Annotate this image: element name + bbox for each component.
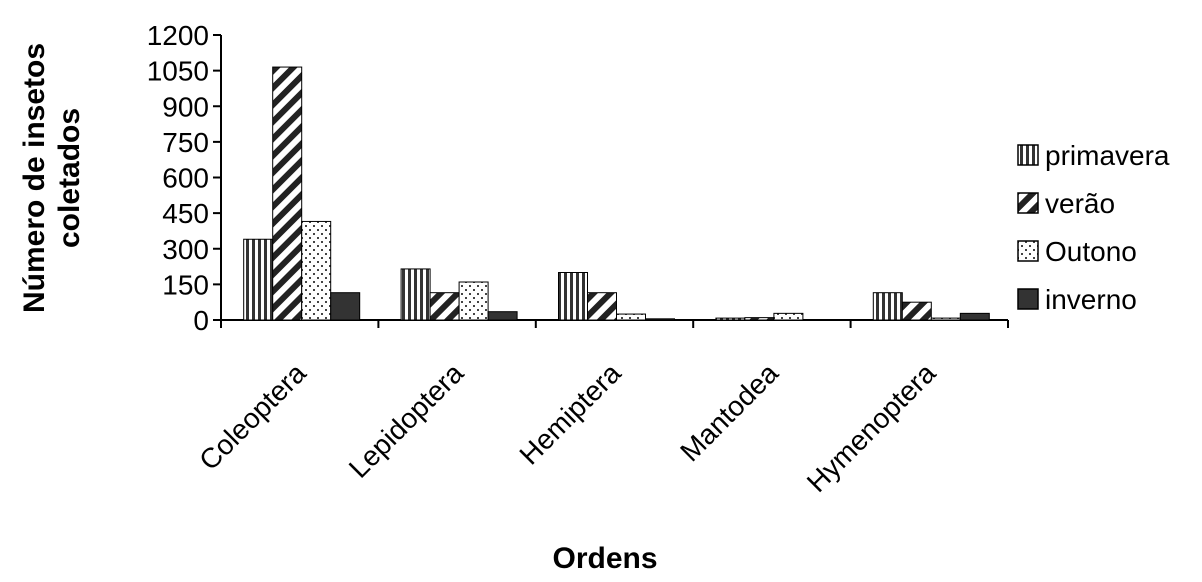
- bar-lepidoptera-0: [400, 268, 431, 321]
- bar-hemiptera-2: [616, 313, 646, 321]
- bar-coleoptera-0: [243, 238, 274, 321]
- y-tick-label: 0: [193, 305, 209, 336]
- bar-hemiptera-3: [645, 318, 675, 321]
- y-axis: 0 150 300 450 600 750 900 1050 1200: [147, 20, 222, 336]
- bars: [243, 66, 990, 321]
- y-axis-title: Número de insetos coletados: [18, 43, 86, 313]
- bar-lepidoptera-2: [458, 281, 489, 321]
- category-label: Lepidoptera: [343, 357, 470, 484]
- bar-hemiptera-0: [558, 272, 588, 321]
- y-axis-title-line: Número de insetos: [18, 43, 51, 313]
- bar-coleoptera-1: [272, 66, 303, 321]
- legend-label: primavera: [1045, 140, 1170, 171]
- legend: primavera verão Outono inverno: [1017, 140, 1170, 315]
- legend-swatch: [1017, 144, 1039, 166]
- x-axis: [220, 319, 1009, 328]
- legend-swatch: [1017, 288, 1039, 310]
- x-axis-title: Ordens: [552, 542, 657, 575]
- category-label: Hymenoptera: [801, 357, 942, 498]
- category-label: Mantodea: [674, 357, 784, 467]
- category-label: Coleoptera: [193, 357, 312, 476]
- bar-mantodea-2: [773, 312, 804, 321]
- bar-hymenoptera-1: [901, 301, 932, 321]
- y-tick-label: 1200: [147, 20, 209, 51]
- bar-hymenoptera-3: [959, 312, 990, 321]
- bar-mantodea-1: [744, 317, 775, 321]
- legend-swatch: [1017, 240, 1039, 262]
- legend-label: Outono: [1045, 236, 1137, 267]
- bar-lepidoptera-3: [487, 311, 518, 321]
- y-tick-label: 150: [162, 269, 209, 300]
- y-tick-label: 600: [162, 163, 209, 194]
- y-tick-label: 1050: [147, 56, 209, 87]
- legend-swatch: [1017, 192, 1039, 214]
- category-label: Hemiptera: [513, 357, 627, 471]
- bar-hymenoptera-0: [872, 292, 903, 321]
- legend-label: inverno: [1045, 284, 1137, 315]
- y-tick-label: 300: [162, 234, 209, 265]
- bar-coleoptera-2: [301, 220, 332, 321]
- legend-label: verão: [1045, 188, 1115, 219]
- category-labels: Coleoptera Lepidoptera Hemiptera Mantodea Hy…: [193, 357, 942, 498]
- bar-coleoptera-3: [330, 292, 361, 321]
- bar-hemiptera-1: [587, 292, 617, 321]
- bar-hymenoptera-2: [930, 317, 961, 321]
- y-tick-label: 450: [162, 198, 209, 229]
- bar-mantodea-0: [715, 317, 746, 321]
- bar-lepidoptera-1: [429, 292, 460, 321]
- y-tick-label: 750: [162, 127, 209, 158]
- y-axis-title-line: coletados: [53, 108, 86, 248]
- y-tick-label: 900: [162, 91, 209, 122]
